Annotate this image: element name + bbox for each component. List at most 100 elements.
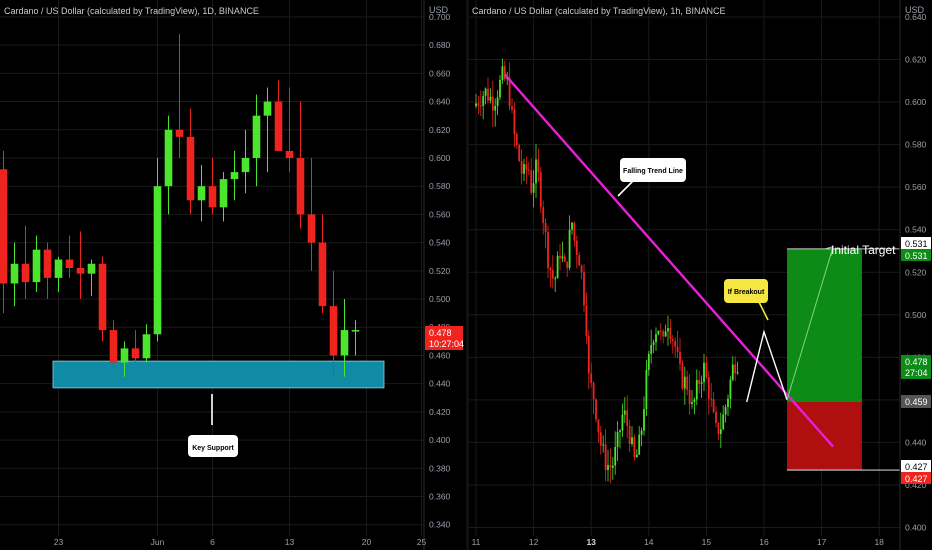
candle-body bbox=[573, 222, 576, 241]
falling-trend-line bbox=[503, 73, 835, 448]
daily-price-tick: 0.460 bbox=[429, 350, 451, 360]
daily-price-axis[interactable]: 0.700 0.680 0.660 0.640 0.620 0.600 0.580 0.560… bbox=[429, 12, 451, 530]
candle-body bbox=[208, 186, 217, 208]
daily-chart-panel[interactable]: Cardano / US Dollar (calculated by Tradi… bbox=[0, 0, 464, 550]
daily-candle bbox=[263, 87, 272, 173]
hourly-candle bbox=[667, 315, 669, 346]
candle-body bbox=[499, 80, 501, 98]
candle-body bbox=[631, 437, 633, 444]
stop-price-tag bbox=[901, 460, 931, 472]
daily-price-tick: 0.440 bbox=[429, 379, 451, 389]
hourly-candle bbox=[499, 75, 501, 101]
hourly-time-tick: 15 bbox=[702, 537, 712, 547]
daily-price-tick: 0.400 bbox=[429, 435, 451, 445]
candle-body bbox=[554, 278, 557, 280]
hourly-candle bbox=[614, 431, 617, 475]
candle-body bbox=[604, 444, 607, 470]
candle-body bbox=[638, 434, 641, 455]
daily-candle bbox=[142, 324, 151, 363]
hourly-candle bbox=[518, 143, 521, 162]
panel-separator bbox=[466, 0, 469, 550]
hourly-price-tick: 0.400 bbox=[905, 522, 927, 532]
candle-body bbox=[513, 109, 516, 135]
candle-body bbox=[664, 331, 667, 337]
hourly-candle bbox=[715, 406, 717, 428]
hourly-time-axis[interactable]: 11 12 13 14 15 16 17 18 bbox=[472, 537, 885, 547]
candle-body bbox=[527, 169, 530, 171]
hourly-price-tick: 0.420 bbox=[905, 480, 927, 490]
candle-body bbox=[501, 66, 504, 81]
daily-candle bbox=[76, 231, 85, 300]
candle-body bbox=[109, 330, 118, 363]
candle-body bbox=[307, 214, 316, 243]
hourly-candle bbox=[635, 449, 638, 458]
candle-body bbox=[662, 330, 665, 337]
candle-body bbox=[657, 330, 660, 335]
hourly-candle bbox=[681, 360, 684, 391]
daily-time-tick: 20 bbox=[362, 537, 372, 547]
hourly-candle bbox=[686, 370, 689, 396]
hourly-last-price-value: 0.478 bbox=[905, 357, 928, 367]
candle-body bbox=[561, 256, 564, 259]
candle-body bbox=[703, 362, 705, 383]
hourly-candle bbox=[535, 143, 537, 198]
daily-candle bbox=[43, 242, 52, 300]
candle-body bbox=[43, 249, 52, 278]
daily-candle bbox=[175, 33, 184, 158]
hourly-candle bbox=[487, 77, 489, 104]
candle-body bbox=[578, 254, 581, 266]
daily-candle bbox=[0, 150, 8, 314]
if-breakout-label-box bbox=[724, 279, 768, 303]
daily-candle bbox=[197, 165, 206, 222]
candle-body bbox=[351, 330, 360, 332]
key-support-zone bbox=[52, 360, 385, 389]
daily-candle bbox=[230, 150, 239, 201]
stop-price-badge bbox=[901, 472, 931, 484]
candle-body bbox=[98, 263, 107, 331]
daily-candle bbox=[318, 214, 327, 314]
candle-body bbox=[487, 88, 489, 101]
hourly-candle bbox=[633, 434, 636, 461]
hourly-candle bbox=[554, 276, 557, 292]
candle-body bbox=[700, 382, 703, 384]
daily-last-price-countdown: 10:27:04 bbox=[429, 339, 464, 349]
hourly-candle bbox=[599, 425, 602, 455]
hourly-candle bbox=[717, 422, 720, 441]
daily-candle bbox=[153, 157, 162, 342]
hourly-candle bbox=[688, 374, 691, 415]
hourly-candle bbox=[611, 457, 614, 480]
candle-body bbox=[535, 159, 537, 184]
daily-price-tick: 0.580 bbox=[429, 181, 451, 191]
hourly-time-tick: 18 bbox=[874, 537, 884, 547]
hourly-candle bbox=[691, 389, 693, 409]
daily-time-axis[interactable]: 23 Jun 6 13 20 25 bbox=[54, 537, 427, 547]
candle-body bbox=[710, 398, 713, 400]
daily-price-tick: 0.340 bbox=[429, 520, 451, 530]
hourly-candle bbox=[537, 148, 540, 182]
hourly-candle bbox=[676, 330, 679, 359]
candle-body bbox=[482, 95, 485, 107]
key-support-callout: Key Support bbox=[188, 394, 238, 457]
candle-body bbox=[479, 105, 482, 107]
candle-body bbox=[329, 306, 338, 356]
candle-body bbox=[219, 179, 228, 208]
candle-body bbox=[599, 432, 602, 446]
hourly-candle bbox=[482, 90, 485, 120]
candle-body bbox=[691, 402, 693, 404]
hourly-candle bbox=[583, 264, 585, 313]
candle-body bbox=[186, 136, 195, 201]
hourly-last-price-badge bbox=[901, 355, 931, 379]
candle-body bbox=[285, 150, 294, 158]
daily-price-tick: 0.520 bbox=[429, 266, 451, 276]
candle-body bbox=[571, 222, 573, 230]
hourly-chart-title: Cardano / US Dollar (calculated by Tradi… bbox=[472, 6, 725, 16]
daily-candle bbox=[186, 108, 195, 215]
hourly-candle bbox=[712, 391, 715, 414]
hourly-candle bbox=[693, 397, 696, 415]
candle-body bbox=[623, 410, 626, 415]
hourly-candle bbox=[628, 419, 631, 452]
hourly-candle bbox=[573, 221, 576, 247]
candle-body bbox=[544, 222, 547, 233]
candle-body bbox=[559, 255, 561, 259]
hourly-chart-panel[interactable]: Cardano / US Dollar (calculated by Tradi… bbox=[469, 0, 931, 550]
